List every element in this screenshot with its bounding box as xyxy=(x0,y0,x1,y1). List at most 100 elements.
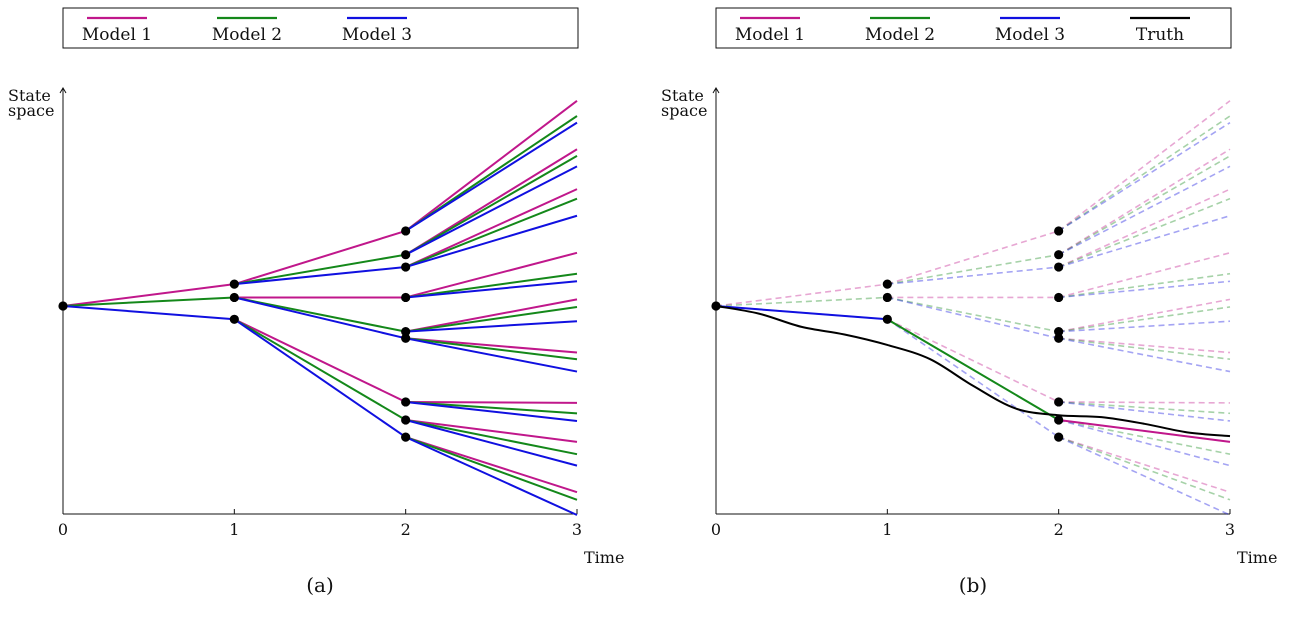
x-tick-label-2: 2 xyxy=(401,520,411,539)
panel-b: Model 1 Model 2 Model 3 Truth 0 1 2 3 Statespace… xyxy=(661,7,1277,597)
branch-model-3 xyxy=(62,305,235,321)
branch-model-1 xyxy=(1058,337,1231,354)
node-point xyxy=(229,314,239,324)
node-points xyxy=(58,226,411,442)
y-axis-label: State xyxy=(8,86,51,105)
branch-model-3 xyxy=(405,400,578,422)
legend-label-truth: Truth xyxy=(1136,25,1184,45)
branch-model-2 xyxy=(887,296,1059,333)
branch-model-1 xyxy=(715,283,888,307)
branch-model-3 xyxy=(405,419,578,467)
branch-model-3 xyxy=(405,320,578,333)
legend-box xyxy=(62,7,579,49)
branch-model-2 xyxy=(234,296,406,333)
x-tick-label-1: 1 xyxy=(229,520,239,539)
branch-model-2 xyxy=(234,253,406,286)
node-point xyxy=(401,292,411,303)
branch-model-3 xyxy=(405,165,578,256)
branch-model-1 xyxy=(405,436,578,494)
branch-model-1 xyxy=(1058,188,1231,268)
x-tick-label-2: 2 xyxy=(1054,520,1064,539)
node-point xyxy=(1054,415,1064,425)
branch-model-1 xyxy=(887,230,1059,285)
branch-model-3 xyxy=(405,436,578,516)
branch-model-3 xyxy=(405,280,578,299)
node-point xyxy=(882,279,892,289)
branch-model-2 xyxy=(405,305,578,333)
branch-model-2 xyxy=(405,436,578,501)
node-point xyxy=(229,292,239,303)
node-point xyxy=(882,292,892,303)
branch-model-1 xyxy=(1058,436,1231,493)
node-point xyxy=(711,301,721,311)
branch-lines xyxy=(715,100,1231,516)
branch-model-2 xyxy=(405,155,578,256)
branch-model-3 xyxy=(233,318,407,438)
branch-model-1 xyxy=(405,100,578,232)
x-tick-label-0: 0 xyxy=(58,520,68,539)
branch-model-3 xyxy=(405,121,578,232)
node-point xyxy=(401,327,411,337)
branch-model-1 xyxy=(886,318,1060,403)
y-axis-label-line2: space xyxy=(8,101,54,120)
branch-model-1 xyxy=(1058,401,1231,404)
node-point xyxy=(401,432,411,442)
branch-model-1 xyxy=(405,337,578,354)
node-point xyxy=(401,250,411,260)
branch-model-3 xyxy=(887,266,1059,285)
branch-model-3 xyxy=(405,214,578,269)
node-point xyxy=(1054,333,1064,343)
branch-model-1 xyxy=(1058,148,1231,256)
branch-model-1 xyxy=(233,318,407,403)
branch-model-2 xyxy=(1058,337,1231,360)
legend-label-model-1: Model 1 xyxy=(82,25,152,45)
node-point xyxy=(1054,226,1064,236)
x-tick-label-0: 0 xyxy=(711,520,721,539)
branch-model-3 xyxy=(1058,401,1231,422)
branch-model-1 xyxy=(405,400,578,404)
branch-model-1 xyxy=(405,188,578,268)
panel-caption: (b) xyxy=(959,573,987,597)
node-point xyxy=(401,226,411,236)
legend-label-model-2: Model 2 xyxy=(212,25,282,45)
branch-model-3 xyxy=(1058,320,1231,333)
panel-caption: (a) xyxy=(306,573,334,597)
y-axis-label: State xyxy=(661,86,704,105)
branch-model-3 xyxy=(886,318,1060,438)
x-tick-label-3: 3 xyxy=(572,520,582,539)
x-axis-label: Time xyxy=(1237,548,1277,567)
branch-model-2 xyxy=(1058,155,1231,256)
node-point xyxy=(1054,250,1064,260)
branch-model-2 xyxy=(1058,115,1231,232)
node-point xyxy=(1054,397,1064,407)
branch-model-3 xyxy=(887,296,1059,340)
branch-model-1 xyxy=(405,298,578,333)
branch-model-2 xyxy=(1058,436,1231,501)
branch-model-3 xyxy=(234,266,406,286)
branch-model-3 xyxy=(1058,165,1231,256)
branch-model-2 xyxy=(405,400,578,415)
branch-model-3 xyxy=(1058,280,1231,299)
branch-model-2 xyxy=(1058,401,1231,415)
truth-line xyxy=(715,305,1231,438)
branch-model-3 xyxy=(234,296,406,340)
branch-model-2 xyxy=(1058,197,1231,268)
node-point xyxy=(401,333,411,343)
selected-path-model-2 xyxy=(886,318,1060,421)
node-point xyxy=(401,397,411,407)
branch-model-1 xyxy=(1058,298,1231,333)
node-point xyxy=(1054,262,1064,272)
legend-label-model-2: Model 2 xyxy=(865,25,935,45)
branch-model-1 xyxy=(405,251,578,299)
selected-path-model-1 xyxy=(1058,419,1231,443)
branch-model-3 xyxy=(1058,121,1231,232)
legend-label-model-1: Model 1 xyxy=(735,25,805,45)
legend-label-model-3: Model 3 xyxy=(995,25,1065,45)
node-points xyxy=(711,226,1064,442)
x-tick-label-1: 1 xyxy=(882,520,892,539)
node-point xyxy=(229,279,239,289)
branch-model-2 xyxy=(1058,419,1231,455)
branch-model-2 xyxy=(405,419,578,456)
branch-model-1 xyxy=(405,419,578,443)
